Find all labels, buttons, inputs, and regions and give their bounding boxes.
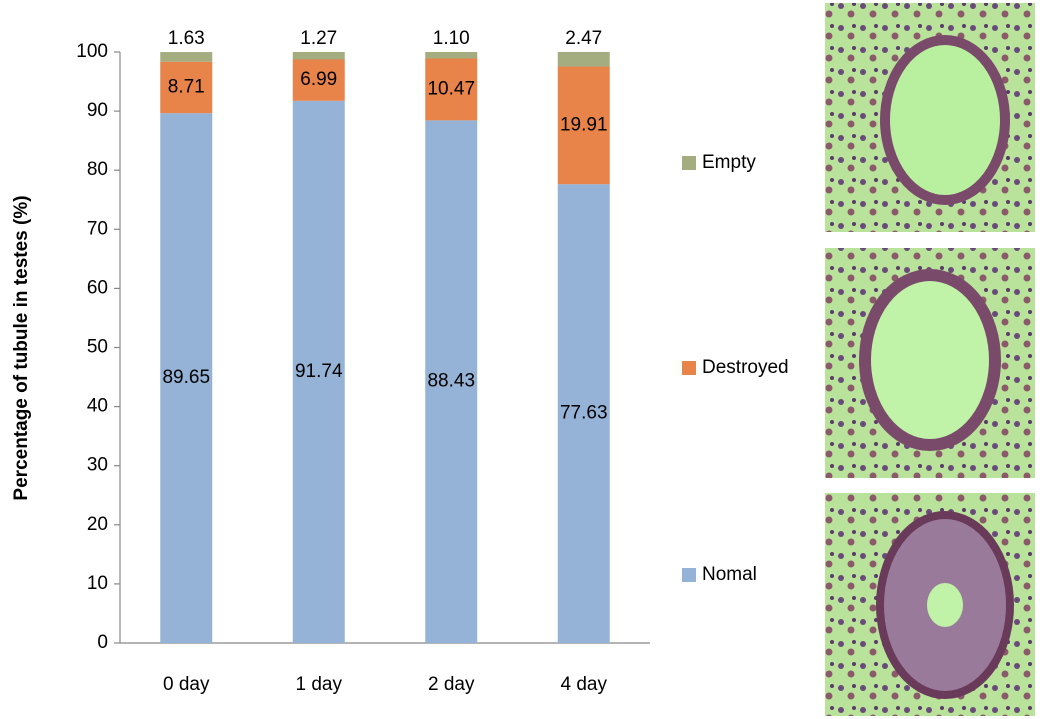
value-label: 19.91 [560, 114, 608, 135]
bar-segment [160, 52, 212, 62]
value-label: 88.43 [427, 371, 475, 392]
y-tick-label: 0 [97, 632, 108, 653]
value-label: 89.65 [162, 367, 210, 388]
y-tick-label: 90 [87, 100, 108, 121]
value-label: 8.71 [168, 76, 205, 97]
value-label: 91.74 [295, 361, 343, 382]
legend-swatch [682, 568, 696, 582]
y-tick-label: 10 [87, 573, 108, 594]
bar-segment [425, 52, 477, 59]
bar-segment [293, 52, 345, 60]
legend-swatch [682, 156, 696, 170]
y-tick-label: 100 [76, 41, 108, 62]
y-tick-label: 40 [87, 396, 108, 417]
x-tick-label: 4 day [561, 674, 608, 695]
x-tick-label: 2 day [428, 674, 475, 695]
legend-swatch [682, 361, 696, 375]
y-tick-label: 20 [87, 514, 108, 535]
legend-label: Destroyed [702, 357, 789, 378]
value-label: 2.47 [565, 28, 602, 49]
histology-images [825, 3, 1035, 716]
y-tick-label: 30 [87, 455, 108, 476]
y-tick-label: 70 [87, 218, 108, 239]
x-tick-label: 0 day [163, 674, 210, 695]
value-label: 10.47 [427, 78, 475, 99]
y-axis-label: Percentage of tubule in testes (%) [11, 195, 32, 500]
y-tick-label: 60 [87, 277, 108, 298]
legend-label: Nomal [702, 564, 757, 585]
y-tick-label: 50 [87, 337, 108, 358]
bar-segment [558, 52, 610, 67]
value-label: 1.27 [300, 28, 337, 49]
chart: Percentage of tubule in testes (%) 0 10 20… [0, 0, 1042, 719]
value-label: 6.99 [300, 69, 337, 90]
value-label: 1.10 [433, 28, 470, 49]
x-tick-label: 1 day [296, 674, 343, 695]
legend-label: Empty [702, 152, 756, 173]
y-tick-label: 80 [87, 159, 108, 180]
value-label: 77.63 [560, 403, 608, 424]
value-label: 1.63 [168, 28, 205, 49]
